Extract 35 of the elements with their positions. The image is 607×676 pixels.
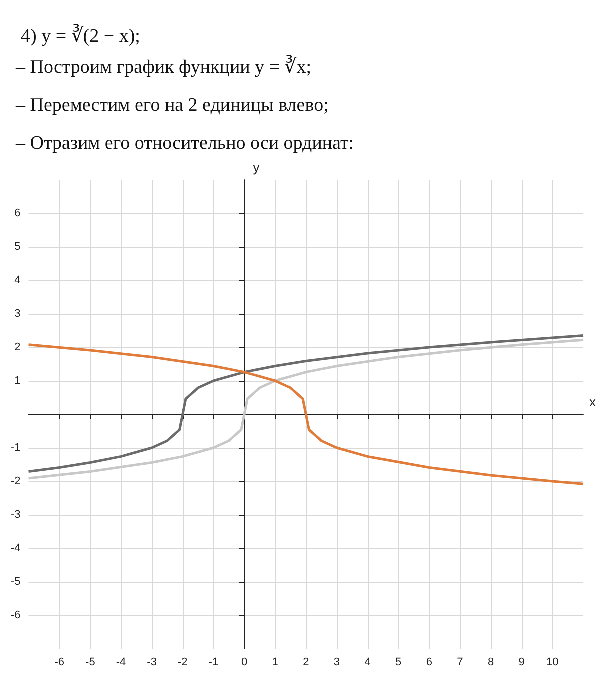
x-tick-label: 7 — [457, 656, 464, 668]
x-tick-label: 0 — [241, 656, 248, 668]
x-tick-label: 4 — [364, 656, 371, 668]
chart-title: 4) y = ∛(2 − x); — [21, 24, 140, 47]
x-tick-label: 5 — [396, 656, 402, 668]
x-tick-label: -2 — [178, 656, 188, 668]
y-tick-label: 4 — [14, 274, 21, 286]
y-tick-label: -1 — [11, 442, 21, 454]
x-axis-title: x — [590, 394, 596, 410]
x-tick-label: 8 — [488, 656, 494, 668]
x-tick-label: 6 — [426, 656, 432, 668]
x-tick-label: -3 — [147, 656, 157, 668]
y-tick-label: 2 — [14, 342, 21, 354]
y-tick-label: 5 — [14, 241, 21, 253]
y-tick-label: 1 — [14, 375, 21, 387]
x-tick-label: 10 — [546, 656, 559, 668]
x-tick-label: 1 — [272, 656, 278, 668]
text: – Переместим его на 2 единицы влево; — [15, 95, 329, 116]
text: – Построим график функции y = ∛x; — [15, 55, 312, 78]
x-tick-label: -4 — [116, 656, 126, 668]
x-tick-label: 3 — [334, 656, 340, 668]
x-tick-label: -6 — [54, 656, 64, 668]
y-axis-title: y — [253, 160, 260, 175]
x-tick-label: 2 — [303, 656, 310, 668]
y-tick-label: 3 — [14, 308, 21, 320]
text: – Отразим его относительно оси ординат: — [15, 133, 354, 154]
x-tick-label: 9 — [518, 656, 525, 668]
x-tick-label: -1 — [208, 656, 219, 668]
y-tick-label: -2 — [11, 476, 21, 488]
y-tick-label: -5 — [11, 576, 21, 588]
y-tick-label: 6 — [14, 208, 21, 220]
y-tick-label: -6 — [11, 610, 21, 622]
y-tick-label: -3 — [11, 509, 21, 521]
x-tick-label: -5 — [86, 656, 96, 668]
y-tick-label: -4 — [11, 542, 21, 554]
